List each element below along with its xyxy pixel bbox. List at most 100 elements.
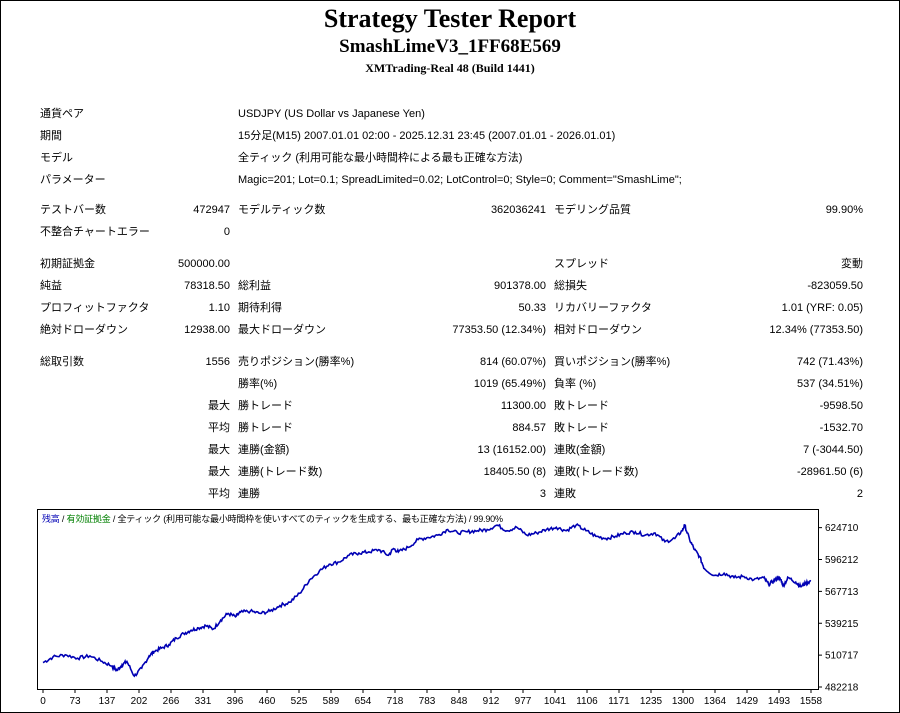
total-trades-label: 総取引数 — [40, 356, 84, 368]
max-consecutive-losses-label: 連敗(金額) — [554, 444, 606, 456]
average-consecutive-wins-value: 3 — [539, 488, 546, 500]
x-tick-label: 331 — [195, 696, 212, 707]
average-loss-value: -1532.70 — [819, 422, 863, 434]
x-tick-label: 525 — [291, 696, 308, 707]
spread-label: スプレッド — [554, 258, 609, 270]
server-build: XMTrading-Real 48 (Build 1441) — [365, 61, 535, 75]
bars-label: テストバー数 — [40, 204, 106, 216]
report-title: Strategy Tester Report — [323, 4, 577, 33]
average-consecutive-wins-label: 連勝 — [238, 488, 260, 500]
x-tick-label: 977 — [515, 696, 532, 707]
x-tick-label: 1235 — [640, 696, 663, 707]
x-tick-label: 1171 — [608, 696, 630, 707]
symbol-value: USDJPY (US Dollar vs Japanese Yen) — [238, 108, 425, 120]
net-profit-value: 78318.50 — [184, 280, 230, 292]
long-positions-label: 買いポジション(勝率%) — [554, 356, 671, 368]
max-consecutive-losses-value: 7 (-3044.50) — [803, 444, 863, 456]
x-tick-label: 783 — [419, 696, 436, 707]
x-tick-label: 460 — [259, 696, 276, 707]
average-consecutive-losses-label: 連敗 — [554, 488, 576, 500]
absolute-drawdown-label: 絶対ドローダウン — [40, 324, 128, 336]
legend-model: 全ティック (利用可能な最小時間枠を使いすべてのティックを生成する、最も正確な方… — [117, 514, 467, 524]
maximal-consecutive-profit-value: 18405.50 (8) — [483, 466, 546, 478]
x-tick-label: 202 — [131, 696, 148, 707]
short-positions-label: 売りポジション(勝率%) — [238, 356, 355, 368]
loss-trades-value: 537 (34.51%) — [796, 378, 863, 390]
profit-trades-value: 1019 (65.49%) — [473, 378, 546, 390]
bars-value: 472947 — [193, 204, 230, 216]
ticks-value: 362036241 — [490, 204, 546, 216]
balance-series-line — [42, 522, 812, 678]
legend-quality: 99.90% — [473, 514, 503, 524]
maximal-drawdown-value: 77353.50 (12.34%) — [452, 324, 546, 336]
y-tick-label: 596212 — [825, 555, 859, 566]
mismatch-value: 0 — [223, 226, 230, 238]
legend-separator: / — [112, 514, 118, 524]
x-tick-label: 718 — [387, 696, 404, 707]
x-tick-label: 266 — [163, 696, 180, 707]
x-tick-label: 1106 — [576, 696, 598, 707]
maximal-consecutive-loss-label: 連敗(トレード数) — [554, 466, 639, 478]
model-label: モデル — [40, 152, 73, 164]
x-tick-label: 1364 — [704, 696, 727, 707]
recovery-factor-label: リカバリーファクタ — [554, 302, 652, 314]
balance-chart-svg: 0 73 137 202 266 331 396 460 525 589 654 718 783 848 9… — [37, 509, 859, 707]
params-value: Magic=201; Lot=0.1; SpreadLimited=0.02; … — [238, 174, 682, 186]
maximal-consecutive-label: 最大 — [208, 466, 230, 478]
max-consecutive-wins-value: 13 (16152.00) — [477, 444, 547, 456]
params-label: パラメーター — [40, 174, 106, 186]
largest-profit-value: 11300.00 — [500, 400, 546, 412]
maximum-consecutive-label: 最大 — [208, 444, 230, 456]
absolute-drawdown-value: 12938.00 — [184, 324, 230, 336]
y-tick-label: 482218 — [825, 683, 859, 694]
x-tick-label: 848 — [451, 696, 468, 707]
period-label: 期間 — [40, 130, 62, 142]
plot-area — [37, 509, 819, 690]
quality-label: モデリング品質 — [554, 204, 631, 216]
y-tick-label: 567713 — [825, 587, 859, 598]
gross-profit-label: 総利益 — [238, 280, 271, 292]
net-profit-label: 純益 — [40, 280, 62, 292]
legend-separator: / — [468, 514, 474, 524]
largest-profit-label: 勝トレード — [238, 400, 293, 412]
profit-trades-label: 勝率(%) — [238, 378, 278, 390]
x-axis: 0 73 137 202 266 331 396 460 525 589 654 718 783 848 9… — [40, 689, 823, 707]
expected-payoff-label: 期待利得 — [238, 302, 282, 314]
maximal-drawdown-label: 最大ドローダウン — [238, 324, 326, 336]
largest-loss-label: 敗トレード — [554, 400, 609, 412]
y-tick-label: 510717 — [825, 651, 859, 662]
y-tick-label: 624710 — [825, 523, 859, 534]
profit-factor-label: プロフィットファクタ — [40, 302, 150, 314]
quality-value: 99.90% — [825, 204, 863, 216]
average-loss-label: 敗トレード — [554, 422, 609, 434]
average-profit-label: 勝トレード — [238, 422, 293, 434]
recovery-factor-value: 1.01 (YRF: 0.05) — [781, 302, 863, 314]
ticks-label: モデルティック数 — [238, 204, 326, 216]
period-value: 15分足(M15) 2007.01.01 02:00 - 2025.12.31 … — [238, 130, 616, 142]
x-tick-label: 1558 — [800, 696, 823, 707]
average-consecutive-label: 平均 — [208, 488, 230, 500]
x-tick-label: 589 — [323, 696, 340, 707]
legend-balance: 残高 — [42, 514, 60, 524]
average-consecutive-losses-value: 2 — [856, 488, 863, 500]
largest-loss-value: -9598.50 — [819, 400, 863, 412]
symbol-label: 通貨ペア — [40, 108, 84, 120]
relative-drawdown-label: 相対ドローダウン — [554, 324, 642, 336]
x-tick-label: 137 — [99, 696, 116, 707]
balance-chart: 0 73 137 202 266 331 396 460 525 589 654 718 783 848 9… — [37, 509, 866, 709]
maximal-consecutive-profit-label: 連勝(トレード数) — [238, 466, 323, 478]
legend-separator: / — [61, 514, 67, 524]
gross-loss-value: -823059.50 — [807, 280, 863, 292]
average-profit-value: 884.57 — [512, 422, 546, 434]
x-tick-label: 73 — [69, 696, 81, 707]
long-positions-value: 742 (71.43%) — [796, 356, 863, 368]
x-tick-label: 1041 — [544, 696, 567, 707]
x-tick-label: 396 — [227, 696, 244, 707]
x-tick-label: 1429 — [736, 696, 759, 707]
x-tick-label: 654 — [355, 696, 372, 707]
x-tick-label: 1493 — [768, 696, 791, 707]
x-tick-label: 1300 — [672, 696, 695, 707]
total-trades-value: 1556 — [205, 356, 230, 368]
mismatch-label: 不整合チャートエラー — [40, 226, 150, 238]
chart-legend: 残高 / 有効証拠金 / 全ティック (利用可能な最小時間枠を使いすべてのティッ… — [42, 512, 503, 525]
